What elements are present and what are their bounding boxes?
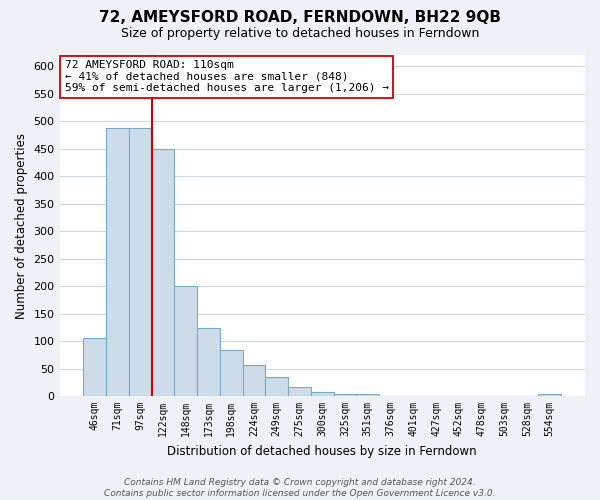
Text: Size of property relative to detached houses in Ferndown: Size of property relative to detached ho… (121, 28, 479, 40)
Bar (83, 338, 106, 396)
Bar (242, 364, 265, 396)
Bar (288, 386, 311, 396)
Bar (220, 350, 242, 396)
Y-axis label: Number of detached properties: Number of detached properties (15, 132, 28, 318)
Text: 72 AMEYSFORD ROAD: 110sqm
← 41% of detached houses are smaller (848)
59% of semi: 72 AMEYSFORD ROAD: 110sqm ← 41% of detac… (65, 60, 389, 94)
Text: Contains HM Land Registry data © Crown copyright and database right 2024.
Contai: Contains HM Land Registry data © Crown c… (104, 478, 496, 498)
Bar (106, 128, 129, 396)
X-axis label: Distribution of detached houses by size in Ferndown: Distribution of detached houses by size … (167, 444, 477, 458)
Text: 72, AMEYSFORD ROAD, FERNDOWN, BH22 9QB: 72, AMEYSFORD ROAD, FERNDOWN, BH22 9QB (99, 10, 501, 25)
Bar (129, 128, 152, 396)
Bar (152, 148, 175, 396)
Bar (265, 377, 288, 396)
Bar (175, 286, 197, 396)
Bar (197, 328, 220, 396)
Bar (538, 394, 561, 396)
Bar (311, 392, 334, 396)
Bar (356, 394, 379, 396)
Bar (334, 394, 356, 396)
